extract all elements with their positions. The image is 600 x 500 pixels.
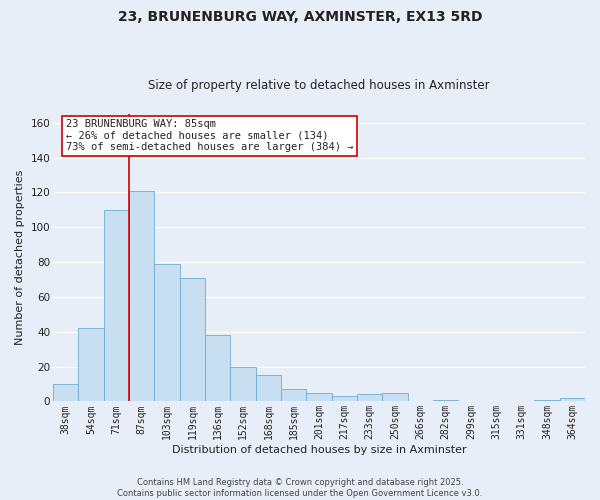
Text: Contains HM Land Registry data © Crown copyright and database right 2025.
Contai: Contains HM Land Registry data © Crown c… — [118, 478, 482, 498]
Bar — [535, 400, 560, 402]
Bar — [79, 328, 104, 402]
Bar — [129, 190, 154, 402]
Bar — [154, 264, 180, 402]
Bar — [230, 366, 256, 402]
Bar — [205, 335, 230, 402]
Bar — [256, 376, 281, 402]
Text: 23 BRUNENBURG WAY: 85sqm
← 26% of detached houses are smaller (134)
73% of semi-: 23 BRUNENBURG WAY: 85sqm ← 26% of detach… — [66, 119, 353, 152]
Bar — [104, 210, 129, 402]
Y-axis label: Number of detached properties: Number of detached properties — [15, 170, 25, 346]
Bar — [53, 384, 79, 402]
Bar — [307, 392, 332, 402]
Bar — [180, 278, 205, 402]
Bar — [281, 389, 307, 402]
Title: Size of property relative to detached houses in Axminster: Size of property relative to detached ho… — [148, 79, 490, 92]
Bar — [382, 392, 407, 402]
Text: 23, BRUNENBURG WAY, AXMINSTER, EX13 5RD: 23, BRUNENBURG WAY, AXMINSTER, EX13 5RD — [118, 10, 482, 24]
Bar — [332, 396, 357, 402]
Bar — [357, 394, 382, 402]
X-axis label: Distribution of detached houses by size in Axminster: Distribution of detached houses by size … — [172, 445, 466, 455]
Bar — [433, 400, 458, 402]
Bar — [560, 398, 585, 402]
